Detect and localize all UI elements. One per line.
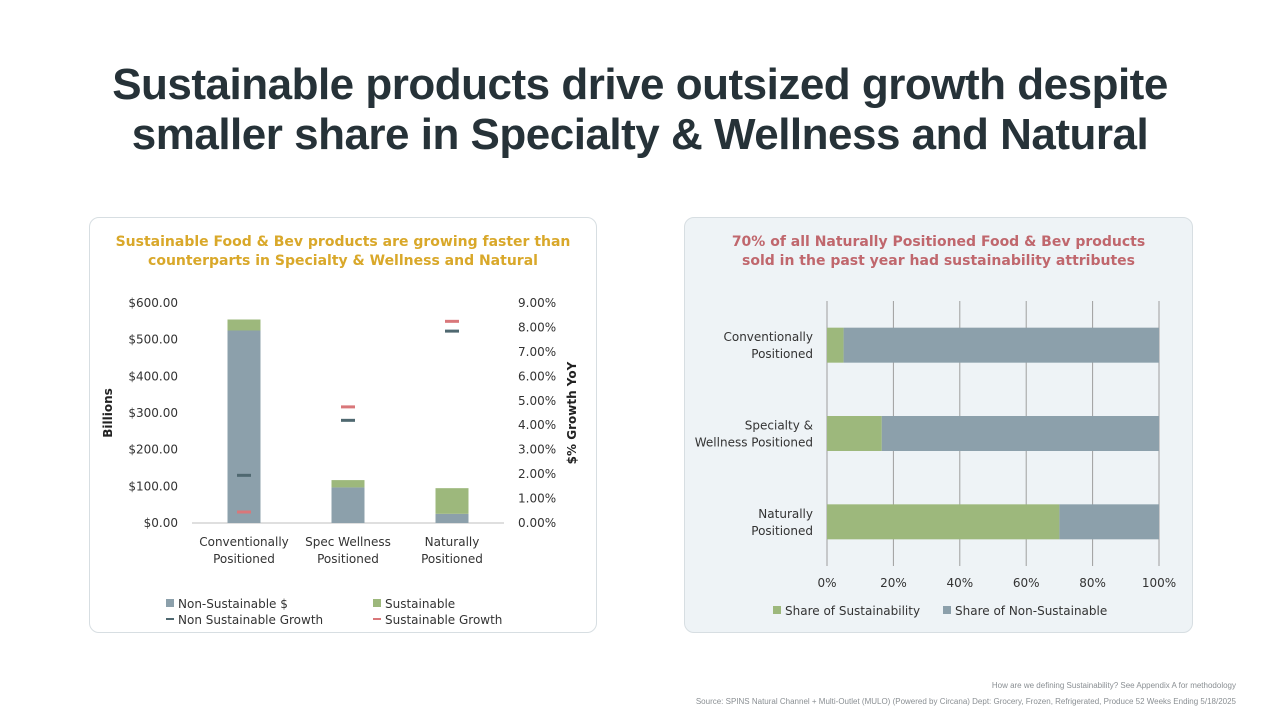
y2-axis-title: $% Growth YoY xyxy=(565,361,579,464)
legend-swatch xyxy=(773,606,781,614)
x-tick-label: 60% xyxy=(1013,576,1040,590)
bar-non-sustainable xyxy=(227,330,261,523)
bar-sustainable xyxy=(435,488,469,514)
share-chart: 0% 20% 40% 60% 80% 100% Conventionally Position… xyxy=(695,301,1176,618)
growth-chart: $0.00 $100.00 $200.00 $300.00 $400.00 $500.00… xyxy=(101,296,579,627)
legend-label: Share of Sustainability xyxy=(785,604,920,618)
growth-chart-title-line-1: Sustainable Food & Bev products are grow… xyxy=(115,234,571,250)
y2-tick-label: 0.00% xyxy=(518,516,556,530)
category-label: Naturally xyxy=(425,535,480,549)
category-label: Wellness Positioned xyxy=(695,436,813,450)
y-tick-label: $400.00 xyxy=(128,369,178,383)
legend-label: Sustainable Growth xyxy=(385,613,502,627)
share-chart-title-line-2: sold in the past year had sustainability… xyxy=(742,253,1135,269)
x-tick-label: 80% xyxy=(1079,576,1106,590)
slide-title-line-2: smaller share in Specialty & Wellness an… xyxy=(131,110,1149,159)
bar-non-sustainable-share xyxy=(843,327,1159,363)
legend-label: Sustainable xyxy=(385,597,455,611)
y-axis-title: Billions xyxy=(101,388,115,438)
y-tick-label: $100.00 xyxy=(128,479,178,493)
share-chart-title-line-1: 70% of all Naturally Positioned Food & B… xyxy=(731,234,1146,250)
share-chart-card: 70% of all Naturally Positioned Food & B… xyxy=(684,217,1193,633)
x-tick-label: 40% xyxy=(946,576,973,590)
y2-tick-label: 8.00% xyxy=(518,320,556,334)
bar-sustainable xyxy=(227,319,261,331)
share-chart-title: 70% of all Naturally Positioned Food & B… xyxy=(685,233,1192,271)
growth-chart-title: Sustainable Food & Bev products are grow… xyxy=(90,233,596,271)
bar-non-sustainable xyxy=(331,487,365,523)
category-label: Positioned xyxy=(751,524,813,538)
bar-sustainable xyxy=(331,480,365,488)
y2-tick-label: 6.00% xyxy=(518,369,556,383)
x-tick-label: 0% xyxy=(817,576,836,590)
y2-tick-label: 1.00% xyxy=(518,492,556,506)
y2-tick-label: 3.00% xyxy=(518,443,556,457)
y2-tick-label: 5.00% xyxy=(518,394,556,408)
category-label: Naturally xyxy=(758,507,813,521)
bar-sustainable-share xyxy=(827,327,844,363)
y2-tick-label: 4.00% xyxy=(518,418,556,432)
slide-title-line-1: Sustainable products drive outsized grow… xyxy=(112,60,1168,109)
legend-swatch xyxy=(166,599,174,607)
bar-non-sustainable xyxy=(435,513,469,523)
legend-swatch xyxy=(943,606,951,614)
category-label: Positioned xyxy=(213,552,275,566)
y2-tick-label: 7.00% xyxy=(518,345,556,359)
y-tick-label: $600.00 xyxy=(128,296,178,310)
y-tick-label: $200.00 xyxy=(128,443,178,457)
growth-chart-card: Sustainable Food & Bev products are grow… xyxy=(89,217,597,633)
bar-non-sustainable-share xyxy=(1059,504,1159,540)
bar-sustainable-share xyxy=(827,504,1060,540)
y2-tick-label: 2.00% xyxy=(518,467,556,481)
bar-sustainable-share xyxy=(827,416,882,451)
slide-title: Sustainable products drive outsized grow… xyxy=(0,60,1280,160)
legend-label: Non Sustainable Growth xyxy=(178,613,323,627)
legend-label: Share of Non-Sustainable xyxy=(955,604,1107,618)
y-tick-label: $500.00 xyxy=(128,333,178,347)
legend-label: Non-Sustainable $ xyxy=(178,597,288,611)
category-label: Conventionally xyxy=(723,330,813,344)
category-label: Positioned xyxy=(751,347,813,361)
category-label: Specialty & xyxy=(745,419,813,433)
bar-non-sustainable-share xyxy=(881,416,1159,451)
x-tick-label: 100% xyxy=(1142,576,1176,590)
category-label: Positioned xyxy=(317,552,379,566)
y-tick-label: $300.00 xyxy=(128,406,178,420)
category-label: Positioned xyxy=(421,552,483,566)
category-label: Spec Wellness xyxy=(305,535,391,549)
y-tick-label: $0.00 xyxy=(144,516,178,530)
methodology-note: How are we defining Sustainability? See … xyxy=(991,681,1236,690)
growth-chart-title-line-2: counterparts in Specialty & Wellness and… xyxy=(148,253,538,269)
y2-tick-label: 9.00% xyxy=(518,296,556,310)
source-note: Source: SPINS Natural Channel + Multi-Ou… xyxy=(695,697,1236,706)
category-label: Conventionally xyxy=(199,535,289,549)
x-tick-label: 20% xyxy=(880,576,907,590)
legend-swatch xyxy=(373,599,381,607)
